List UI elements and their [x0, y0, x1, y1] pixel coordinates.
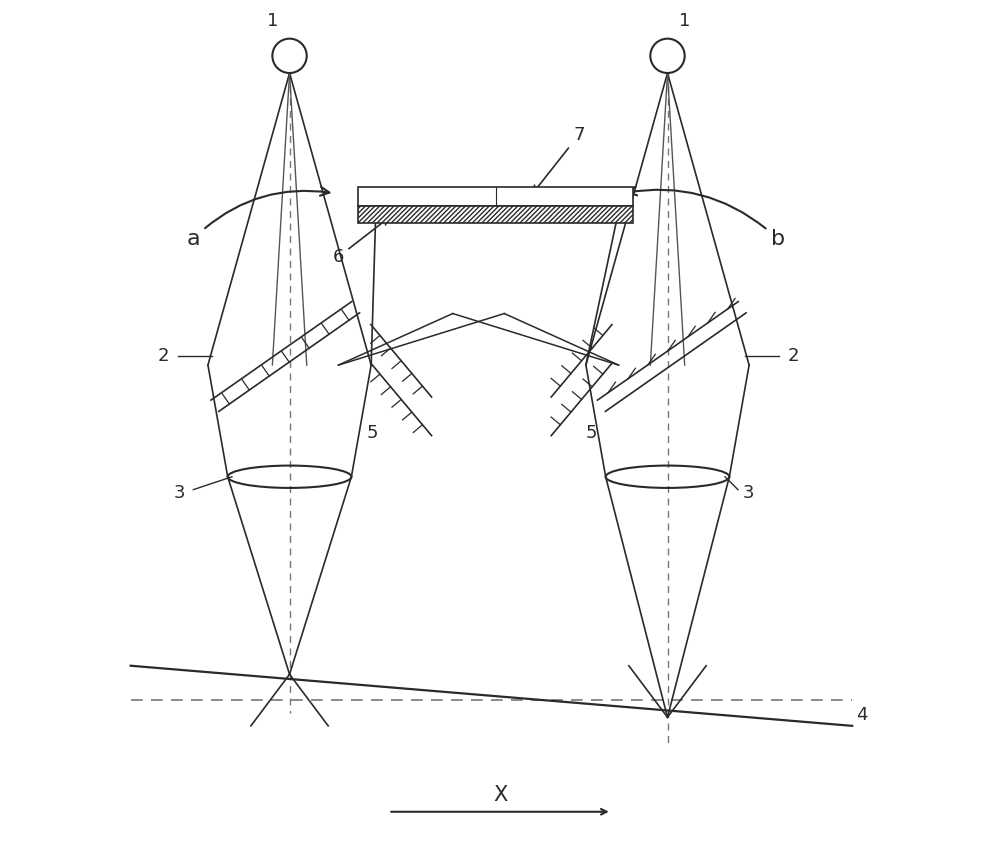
Text: 5: 5 [586, 424, 597, 442]
Text: 4: 4 [856, 706, 868, 724]
Text: 2: 2 [158, 347, 169, 365]
Text: 6: 6 [332, 217, 389, 266]
Text: 2: 2 [788, 347, 799, 365]
Text: 3: 3 [742, 484, 754, 503]
Text: 3: 3 [173, 484, 185, 503]
Bar [358, 206, 633, 223]
Text: 7: 7 [533, 126, 585, 193]
Text: b: b [628, 186, 785, 249]
Bar [358, 187, 633, 206]
Text: X: X [493, 784, 507, 805]
Text: a: a [186, 187, 329, 249]
Text: 5: 5 [367, 424, 378, 442]
Text: 1: 1 [267, 12, 278, 30]
Text: 1: 1 [679, 12, 690, 30]
